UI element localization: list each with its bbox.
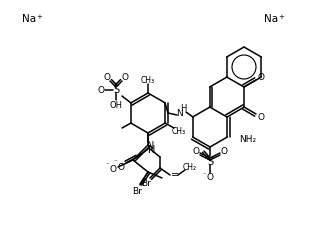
Text: O: O	[258, 73, 264, 82]
Text: Na: Na	[264, 14, 278, 24]
Text: NH₂: NH₂	[239, 136, 256, 145]
Text: ⁻: ⁻	[202, 172, 206, 178]
Text: S: S	[207, 157, 213, 167]
Text: H: H	[180, 103, 186, 113]
Text: O: O	[117, 162, 125, 172]
Text: =: =	[171, 170, 179, 180]
Text: Na: Na	[22, 14, 36, 24]
Text: OH: OH	[110, 101, 122, 110]
Text: O: O	[104, 73, 110, 82]
Text: ⁻: ⁻	[113, 159, 117, 165]
Text: O: O	[258, 113, 264, 121]
Text: O: O	[121, 73, 129, 82]
Text: Br: Br	[141, 179, 151, 188]
Text: O: O	[110, 165, 116, 175]
Text: O: O	[98, 86, 105, 94]
Text: +: +	[278, 14, 284, 20]
Text: N: N	[147, 141, 155, 151]
Text: S: S	[113, 85, 119, 95]
Text: N: N	[176, 109, 182, 118]
Text: O: O	[220, 146, 228, 156]
Text: N: N	[148, 145, 156, 155]
Text: O: O	[192, 146, 199, 156]
Text: +: +	[36, 14, 42, 20]
Text: CH₂: CH₂	[183, 164, 197, 172]
Text: O: O	[207, 173, 213, 183]
Text: CH₃: CH₃	[141, 75, 155, 85]
Text: Br: Br	[132, 188, 142, 196]
Text: CH₃: CH₃	[172, 126, 186, 136]
Text: ⁻: ⁻	[105, 162, 109, 168]
